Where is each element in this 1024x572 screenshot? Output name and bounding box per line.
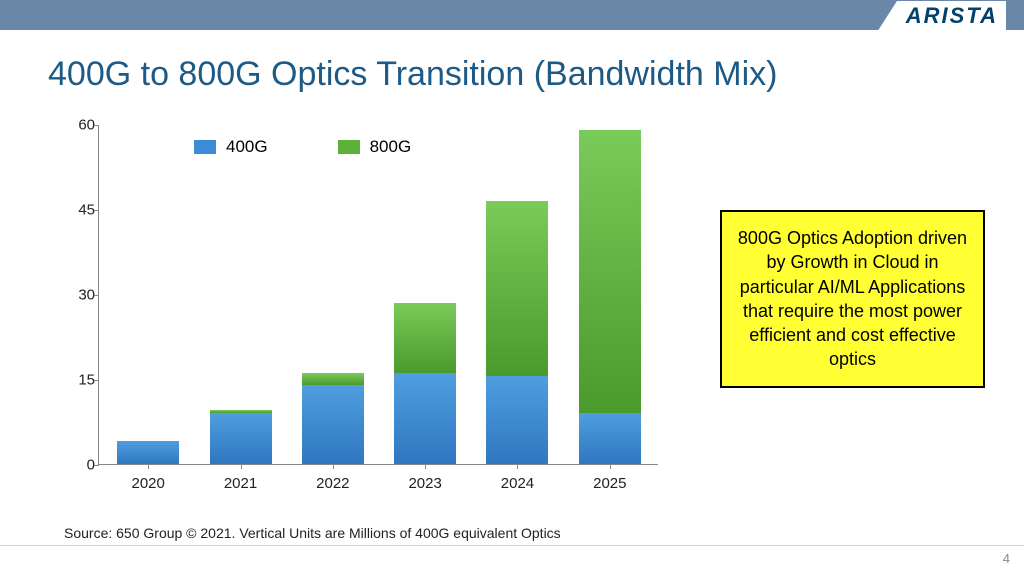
slide-title: 400G to 800G Optics Transition (Bandwidt… [48,55,777,94]
y-tick-label: 15 [69,372,95,389]
bandwidth-mix-chart: 015304560202020212022202320242025 400G 80… [64,125,664,505]
bar-group [117,441,179,464]
y-tick-label: 45 [69,202,95,219]
x-tick-mark [517,464,518,469]
legend-item: 800G [338,137,412,157]
x-tick-mark [610,464,611,469]
legend-swatch [194,140,216,154]
bar-group [302,373,364,464]
x-tick-mark [333,464,334,469]
y-tick-mark [94,125,99,126]
x-tick-mark [425,464,426,469]
y-tick-mark [94,465,99,466]
bar-segment-400G [302,385,364,464]
bar-segment-800G [302,373,364,384]
bar-segment-400G [486,376,548,464]
x-tick-label: 2023 [408,475,441,492]
bar-segment-400G [210,413,272,464]
x-tick-label: 2020 [132,475,165,492]
y-tick-mark [94,380,99,381]
source-footnote: Source: 650 Group © 2021. Vertical Units… [64,525,561,541]
x-tick-label: 2022 [316,475,349,492]
y-tick-mark [94,210,99,211]
legend-label: 400G [226,137,268,157]
x-tick-label: 2025 [593,475,626,492]
bar-group [579,130,641,464]
bar-group [210,410,272,464]
brand-logo: ARISTA [878,2,1006,30]
y-tick-mark [94,295,99,296]
page-number: 4 [1003,551,1010,566]
bar-segment-800G [394,303,456,374]
callout-box: 800G Optics Adoption driven by Growth in… [720,210,985,388]
bar-segment-400G [117,441,179,464]
x-tick-mark [241,464,242,469]
bottom-rule [0,545,1024,546]
x-tick-mark [148,464,149,469]
y-tick-label: 0 [69,457,95,474]
bar-group [394,303,456,465]
x-tick-label: 2021 [224,475,257,492]
legend-swatch [338,140,360,154]
bar-segment-800G [579,130,641,413]
bar-segment-800G [210,410,272,413]
chart-plot: 015304560202020212022202320242025 [98,125,658,465]
bar-segment-400G [394,373,456,464]
bar-group [486,201,548,465]
x-tick-label: 2024 [501,475,534,492]
y-tick-label: 60 [69,117,95,134]
legend-label: 800G [370,137,412,157]
chart-legend: 400G 800G [194,137,411,157]
brand-name: ARISTA [906,3,998,29]
legend-item: 400G [194,137,268,157]
y-tick-label: 30 [69,287,95,304]
top-band [0,0,1024,30]
bar-segment-400G [579,413,641,464]
bar-segment-800G [486,201,548,377]
